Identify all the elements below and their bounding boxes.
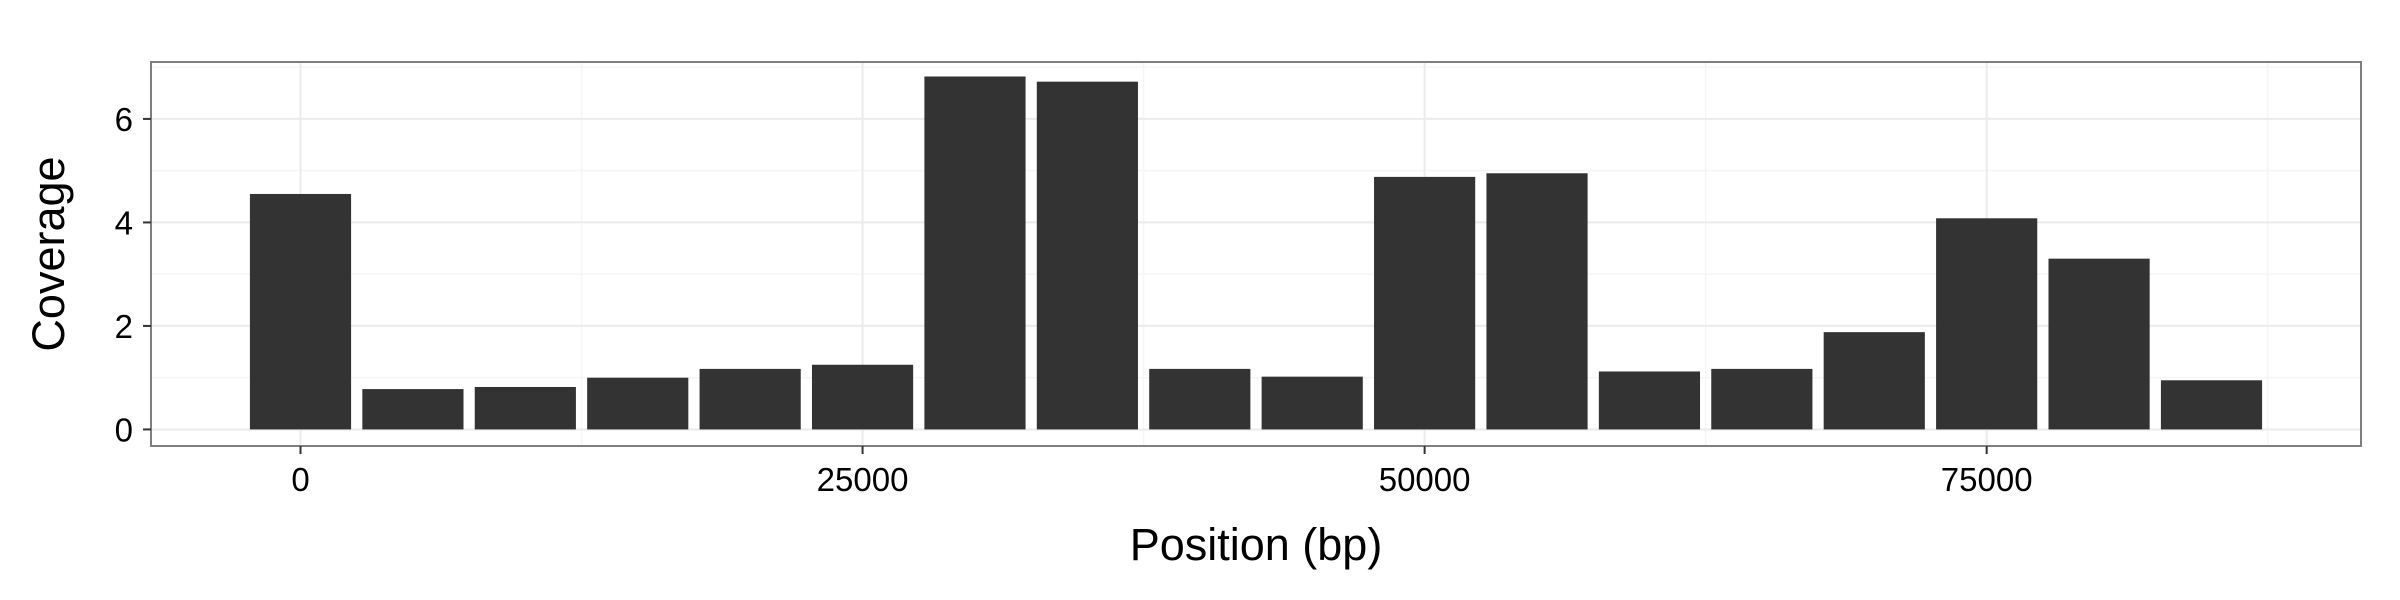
bar xyxy=(811,364,914,430)
y-tick-label: 6 xyxy=(115,101,133,138)
bar xyxy=(2048,258,2150,430)
y-tick-label: 0 xyxy=(115,411,133,448)
bar xyxy=(1374,176,1476,430)
y-tick-label: 2 xyxy=(115,308,133,345)
bar xyxy=(1598,371,1701,430)
bar xyxy=(1261,376,1363,430)
bar xyxy=(1149,368,1251,430)
plot-panel-border xyxy=(150,61,2362,447)
x-tick-label: 50000 xyxy=(1379,461,1471,498)
bar xyxy=(924,76,1026,430)
x-tick-label: 75000 xyxy=(1941,461,2033,498)
bar xyxy=(362,389,464,430)
bar xyxy=(1936,218,2038,430)
x-tick-label: 25000 xyxy=(817,461,909,498)
bar xyxy=(1486,173,1588,430)
y-axis-title: Coverage xyxy=(23,156,74,351)
y-axis: 0 2 4 6 xyxy=(115,101,151,448)
bars xyxy=(249,76,2263,430)
bar xyxy=(2160,380,2263,430)
x-axis: 0 25000 50000 75000 xyxy=(291,446,2033,498)
bar xyxy=(474,387,576,430)
x-tick-label: 0 xyxy=(291,461,309,498)
bar xyxy=(1036,81,1138,430)
bar xyxy=(587,377,689,430)
bar xyxy=(699,368,801,430)
bar xyxy=(249,193,352,430)
x-axis-title: Position (bp) xyxy=(1130,519,1383,570)
bar xyxy=(1711,368,1813,430)
y-tick-label: 4 xyxy=(115,204,133,241)
bar xyxy=(1823,332,1925,430)
